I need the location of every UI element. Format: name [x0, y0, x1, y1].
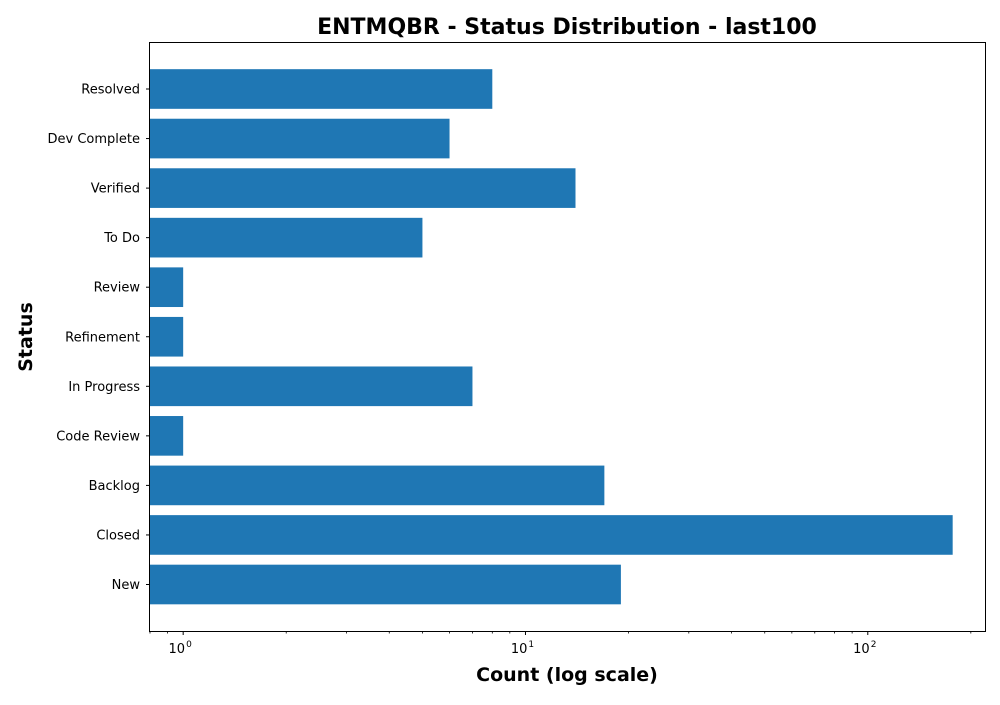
y-tick-label: New: [112, 578, 141, 593]
bar-to-do: [150, 217, 423, 258]
x-axis-ticks: 100 101 102: [149, 631, 972, 657]
y-tick-label: Closed: [96, 528, 140, 543]
y-tick-label: Refinement: [65, 330, 140, 345]
plot-frame: [149, 42, 986, 632]
y-tick-label: Dev Complete: [48, 132, 141, 147]
bar-verified: [150, 168, 576, 208]
x-tick-label: 101: [511, 640, 534, 657]
y-tick-label: To Do: [103, 231, 140, 246]
bar-closed: [150, 515, 953, 555]
x-tick-label: 102: [853, 640, 876, 657]
bar-resolved: [150, 69, 493, 109]
bar-new: [150, 564, 621, 605]
bars-layer: [150, 69, 953, 605]
bar-backlog: [150, 465, 605, 506]
y-axis-ticks: New Closed Backlog Code Review In Progress Re…: [48, 83, 150, 593]
bar-review: [150, 267, 184, 308]
y-tick-label: Review: [94, 281, 141, 296]
x-tick-label: 100: [169, 640, 193, 657]
y-axis-label: Status: [15, 302, 37, 372]
y-tick-label: Resolved: [81, 83, 140, 98]
y-tick-label: Verified: [91, 182, 140, 197]
bar-code-review: [150, 416, 184, 456]
y-tick-label: Backlog: [89, 479, 140, 494]
y-tick-label: Code Review: [56, 429, 140, 444]
chart-title: ENTMQBR - Status Distribution - last100: [317, 15, 817, 40]
x-axis-label: Count (log scale): [476, 664, 658, 686]
bar-refinement: [150, 316, 184, 357]
bar-dev-complete: [150, 118, 450, 159]
bar-in-progress: [150, 366, 473, 407]
y-tick-label: In Progress: [68, 380, 140, 395]
